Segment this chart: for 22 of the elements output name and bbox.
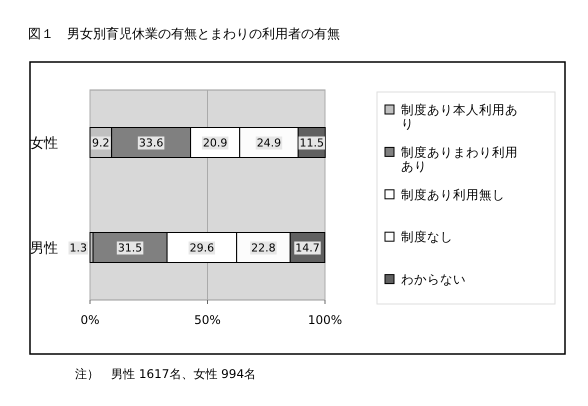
- legend-label: 制度あり利用無し: [401, 186, 505, 202]
- data-label: 29.6: [190, 242, 214, 254]
- y-tick-label: 女性: [30, 136, 58, 152]
- data-label: 22.8: [251, 242, 276, 254]
- data-label: 14.7: [295, 242, 320, 254]
- data-label: 33.6: [138, 136, 164, 150]
- data-label: 9.2: [92, 136, 110, 150]
- x-tick-label: 50%: [194, 313, 221, 327]
- data-label: 1.3: [70, 242, 87, 254]
- x-tick-label: 0%: [80, 313, 100, 327]
- x-tick-label: 100%: [308, 313, 342, 327]
- chart-title: 図１ 男女別育児休業の有無とまわりの利用者の有無: [28, 26, 340, 42]
- data-label: 24.9: [256, 136, 282, 150]
- legend-label: 制度なし: [401, 229, 453, 244]
- data-label: 20.9: [202, 136, 228, 150]
- legend-label: 制度ありまわり利用あり: [401, 144, 518, 174]
- text: 注） 男性 1617名、女性 994名: [75, 367, 256, 381]
- y-tick-label: 男性: [30, 240, 58, 256]
- legend-label: 制度あり本人利用あり: [401, 102, 518, 131]
- data-label: 11.5: [299, 136, 324, 150]
- data-label: 31.5: [118, 242, 142, 254]
- legend-label: わからない: [401, 272, 466, 287]
